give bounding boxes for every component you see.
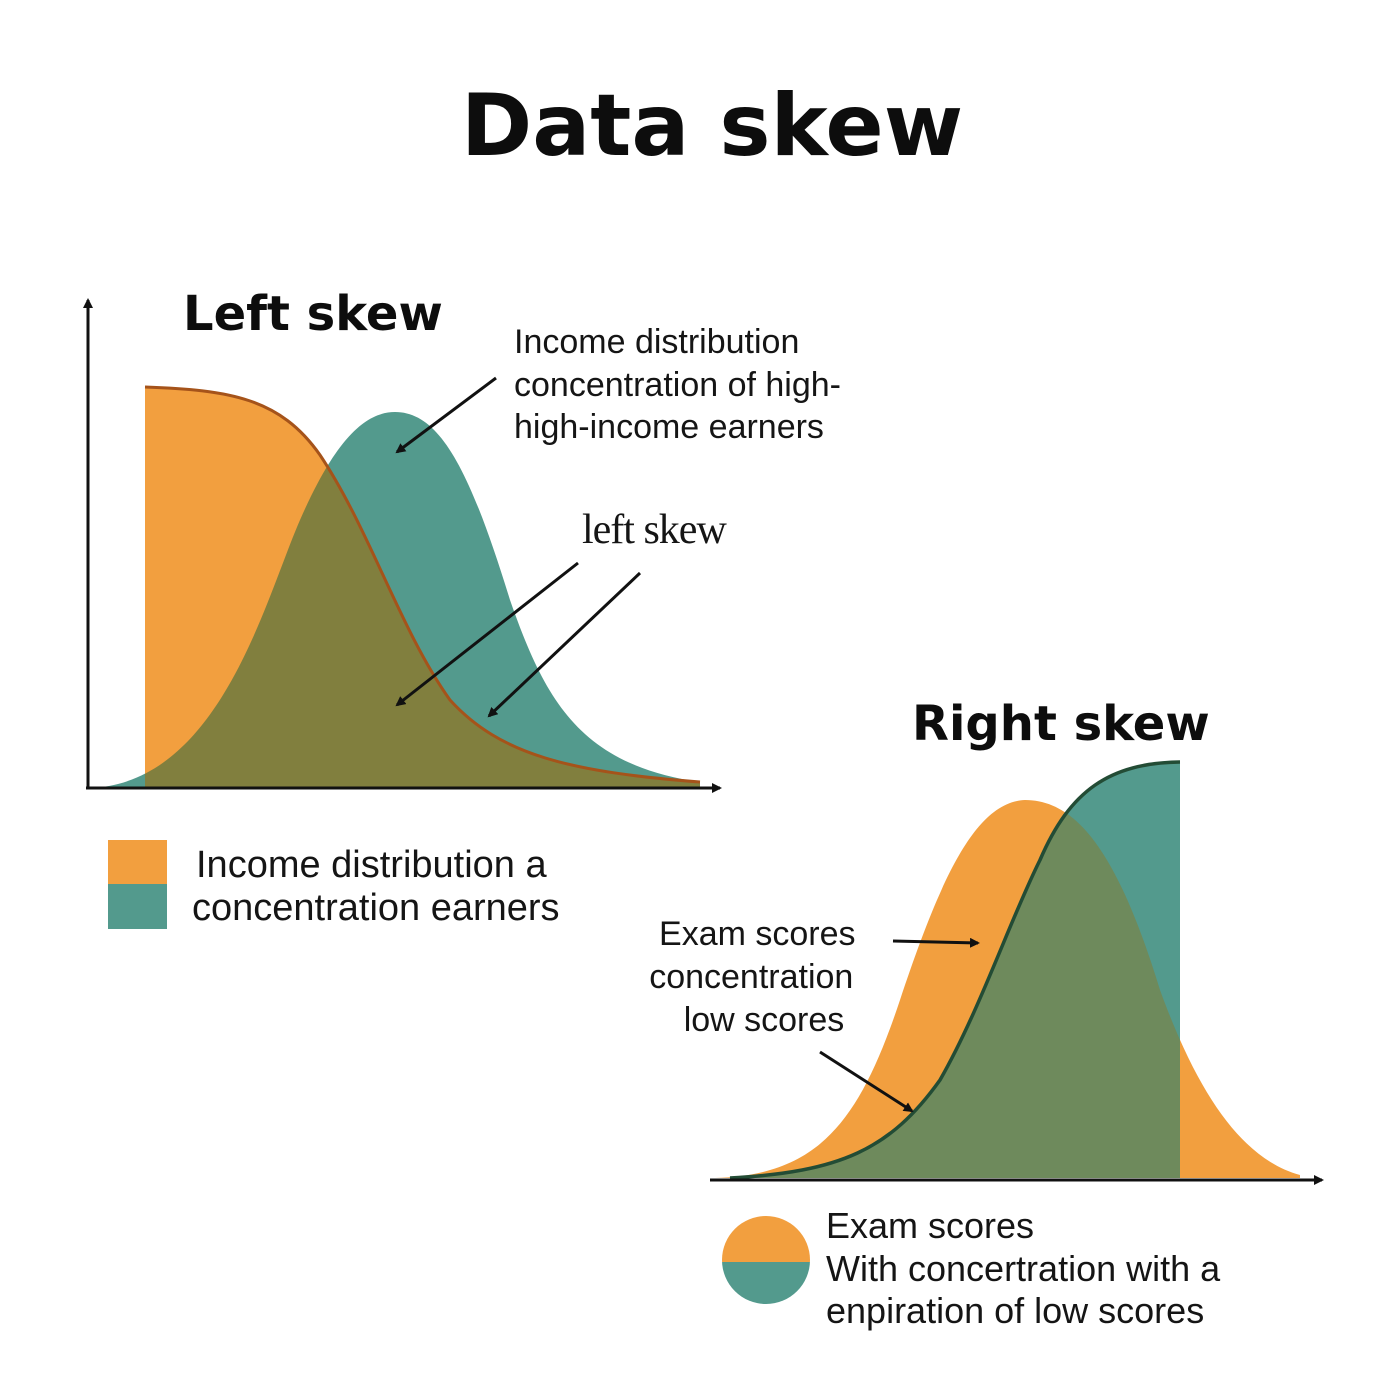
left-annotation-arrow-mid-1 — [395, 561, 579, 707]
left-annotation-mid: left skew — [582, 507, 727, 553]
left-annotation-top: Income distribution concentration of hig… — [514, 323, 850, 446]
left-skew-panel: Left skew Income distribution concentrat… — [83, 286, 850, 929]
right-legend-swatch — [722, 1216, 810, 1304]
right-skew-heading: Right skew — [912, 696, 1210, 752]
right-teal-outline — [729, 760, 1181, 1180]
left-annotation-arrow-mid-2 — [487, 571, 642, 718]
left-legend-swatch-teal — [108, 884, 167, 929]
right-annotation: Exam scores concentration low scores — [649, 915, 865, 1039]
left-orange-outline — [144, 385, 701, 784]
left-legend-swatch-orange — [108, 840, 167, 884]
left-annotation-arrow-top — [395, 376, 497, 454]
right-legend-text: Exam scores With concertration with a en… — [826, 1205, 1230, 1331]
right-overlap-region — [730, 800, 1180, 1178]
right-annotation-arrow-bottom — [819, 1050, 914, 1113]
main-title: Data skew — [461, 76, 963, 176]
left-skew-heading: Left skew — [183, 286, 443, 342]
left-legend-text: Income distribution a concentration earn… — [192, 844, 560, 929]
right-annotation-arrow-top — [892, 937, 980, 948]
right-skew-panel: Right skew Exam scores concentration low… — [649, 696, 1324, 1331]
